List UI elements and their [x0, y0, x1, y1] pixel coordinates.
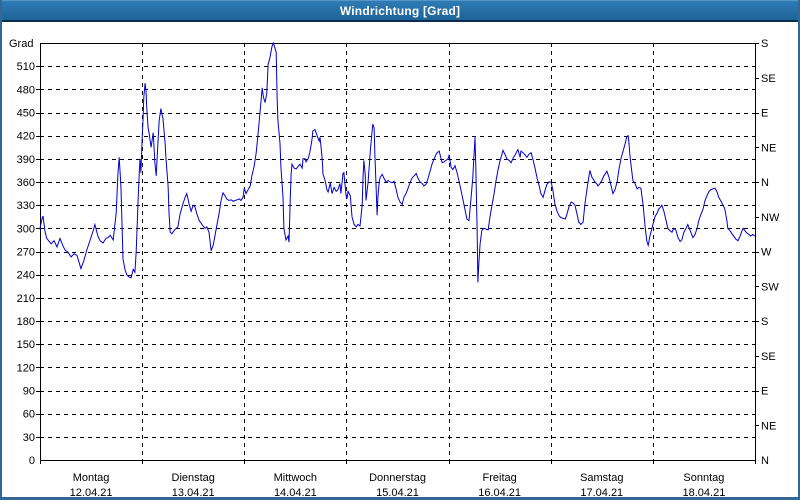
window-frame-bottom	[0, 497, 800, 500]
window-frame-left	[0, 0, 2, 500]
day-name-label: Donnerstag	[369, 472, 426, 484]
day-name-label: Samstag	[580, 472, 623, 484]
day-date-label: 12.04.21	[70, 487, 113, 499]
compass-axis-label: NW	[761, 212, 780, 224]
y-axis-tick-label: 90	[23, 386, 35, 398]
compass-axis-labels: N NE E SE S SW W NW N NE E SE S	[761, 38, 780, 467]
compass-axis-label: N	[761, 455, 769, 467]
wind-direction-line	[39, 41, 756, 283]
compass-axis-label: SE	[761, 73, 776, 85]
y-axis-tick-label: 420	[17, 131, 35, 143]
compass-axis-label: SW	[761, 281, 779, 293]
y-axis-tick-label: 450	[17, 108, 35, 120]
gridlines	[40, 43, 755, 460]
day-date-label: 18.04.21	[683, 487, 726, 499]
x-axis-labels: Montag 12.04.21 Dienstag 13.04.21 Mittwoch 14…	[70, 472, 726, 499]
axis-ticks	[36, 43, 759, 464]
y-axis-tick-label: 210	[17, 293, 35, 305]
y-axis-tick-label: 270	[17, 247, 35, 259]
y-axis-tick-label: 510	[17, 61, 35, 73]
day-name-label: Sonntag	[683, 472, 724, 484]
day-date-label: 16.04.21	[478, 487, 521, 499]
wind-direction-chart: 0 30 60 90 120 150 180 210 240 270 300 330 360 390 420…	[9, 38, 780, 499]
compass-axis-label: E	[761, 386, 768, 398]
compass-axis-label: NE	[761, 420, 776, 432]
day-name-label: Mittwoch	[274, 472, 317, 484]
y-axis-tick-label: 390	[17, 154, 35, 166]
compass-axis-label: E	[761, 108, 768, 120]
y-axis-unit-label: Grad	[9, 38, 33, 50]
y-axis-tick-label: 30	[23, 432, 35, 444]
y-axis-tick-label: 120	[17, 362, 35, 374]
y-axis-tick-label: 330	[17, 200, 35, 212]
title-bar: Windrichtung [Grad]	[0, 0, 800, 22]
y-axis-tick-label: 360	[17, 177, 35, 189]
day-date-label: 17.04.21	[580, 487, 623, 499]
day-date-label: 14.04.21	[274, 487, 317, 499]
compass-axis-label: NE	[761, 142, 776, 154]
compass-axis-label: S	[761, 38, 768, 50]
day-name-label: Freitag	[483, 472, 517, 484]
chart-title: Windrichtung [Grad]	[339, 3, 461, 18]
day-date-label: 13.04.21	[172, 487, 215, 499]
compass-axis-label: S	[761, 316, 768, 328]
day-date-label: 15.04.21	[376, 487, 419, 499]
y-axis-tick-label: 60	[23, 409, 35, 421]
window-frame-right	[798, 0, 800, 500]
y-axis-tick-label: 240	[17, 270, 35, 282]
compass-axis-label: SE	[761, 351, 776, 363]
y-axis-tick-label: 150	[17, 339, 35, 351]
compass-axis-label: N	[761, 177, 769, 189]
y-axis-tick-label: 180	[17, 316, 35, 328]
y-axis-tick-label: 300	[17, 223, 35, 235]
compass-axis-label: W	[761, 247, 772, 259]
y-axis-tick-label: 480	[17, 84, 35, 96]
day-name-label: Montag	[73, 472, 110, 484]
day-name-label: Dienstag	[172, 472, 215, 484]
y-axis-tick-label: 0	[29, 455, 35, 467]
y-axis-labels: 0 30 60 90 120 150 180 210 240 270 300 330 360 390 420…	[17, 61, 35, 467]
